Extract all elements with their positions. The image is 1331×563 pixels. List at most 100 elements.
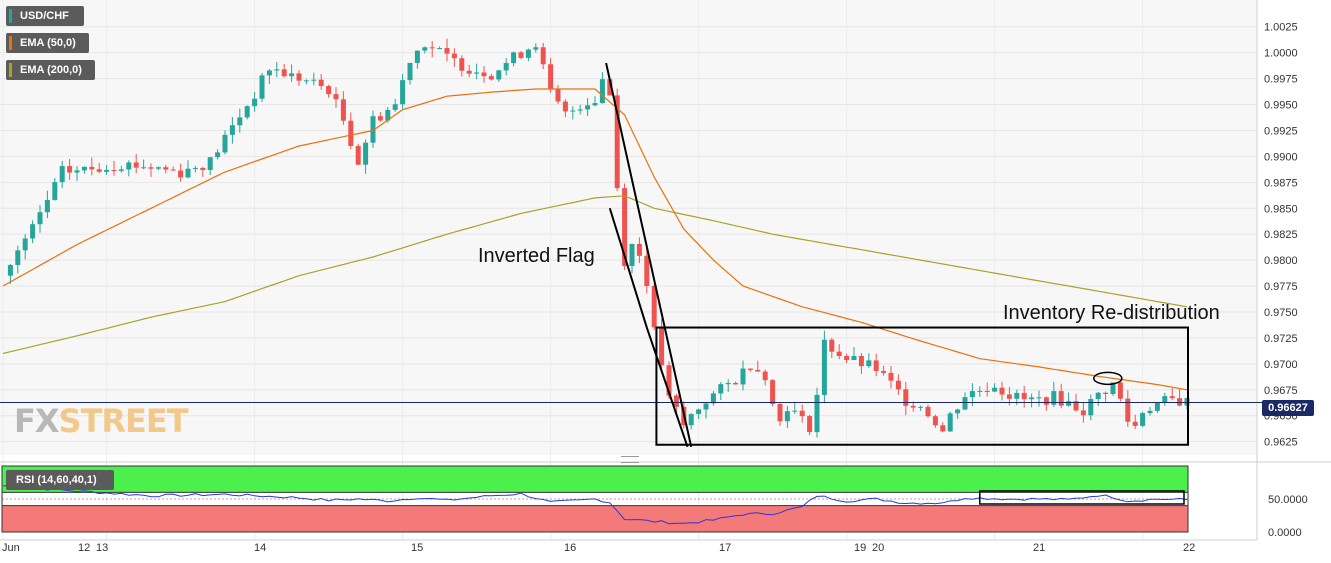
candle-body — [148, 167, 154, 169]
candle-body — [340, 99, 346, 121]
y-tick-label: 0.9825 — [1264, 229, 1298, 241]
candle-body — [244, 106, 250, 118]
candle-body — [1073, 401, 1079, 411]
candle-body — [303, 80, 309, 82]
candle-body — [15, 250, 21, 265]
candle-body — [903, 389, 909, 406]
candle-body — [1043, 397, 1049, 405]
candle-body — [466, 70, 472, 74]
candle-body — [104, 169, 110, 172]
candle-body — [673, 395, 679, 407]
candle-body — [355, 145, 361, 165]
candle-body — [895, 380, 901, 390]
x-tick-label: Jun — [2, 542, 20, 554]
candle-body — [636, 243, 642, 256]
candle-body — [866, 360, 872, 367]
flag-line-upper — [605, 62, 693, 448]
candle-body — [792, 410, 798, 412]
candle-body — [777, 403, 783, 422]
candle-body — [178, 170, 184, 178]
candle-body — [688, 414, 694, 426]
candle-body — [1154, 402, 1160, 411]
y-tick-label: 1.0025 — [1264, 22, 1298, 34]
candle-body — [1125, 398, 1131, 422]
candle-body — [1162, 396, 1168, 403]
candle-body — [81, 166, 87, 171]
candle-body — [829, 339, 835, 352]
x-tick-label: 12 — [78, 542, 90, 554]
candle-body — [962, 397, 968, 410]
candle-body — [192, 167, 198, 169]
candle-body — [873, 360, 879, 371]
candle-body — [488, 76, 494, 80]
x-tick-label: 14 — [254, 542, 266, 554]
candle-body — [518, 52, 524, 58]
legend-ema50: EMA (50,0) — [6, 33, 89, 53]
candle-body — [407, 62, 413, 81]
legend-symbol-label: USD/CHF — [20, 10, 69, 22]
candle-body — [111, 169, 117, 171]
candle-body — [118, 169, 124, 171]
candle-body — [1095, 392, 1101, 399]
rsi-tick-label: 0.0000 — [1268, 527, 1302, 539]
y-tick-label: 0.9750 — [1264, 307, 1298, 319]
candle-body — [1169, 396, 1175, 399]
candle-body — [844, 356, 850, 361]
ema50-line — [2, 88, 1188, 391]
candle-body — [259, 75, 265, 99]
candle-body — [910, 405, 916, 408]
legend-rsi: RSI (14,60,40,1) — [6, 470, 114, 490]
x-tick-label: 22 — [1183, 542, 1195, 554]
candle-body — [925, 406, 931, 417]
candle-body — [222, 134, 228, 153]
candle-body — [814, 394, 820, 433]
candle-body — [525, 49, 531, 58]
candle-body — [555, 89, 561, 102]
candle-body — [451, 53, 457, 59]
candle-body — [955, 409, 961, 414]
legend-symbol: USD/CHF — [6, 6, 84, 26]
legend-ema200: EMA (200,0) — [6, 60, 95, 80]
candle-body — [836, 351, 842, 357]
candle-body — [274, 69, 280, 71]
candle-body — [215, 152, 221, 158]
current-price-badge: 0.96627 — [1262, 400, 1314, 416]
candle-body — [503, 63, 509, 71]
candle-body — [881, 370, 887, 373]
candle-body — [1147, 410, 1153, 414]
y-tick-label: 0.9700 — [1264, 359, 1298, 371]
pane-resize-handle[interactable] — [621, 456, 639, 463]
x-tick-label: 16 — [564, 542, 576, 554]
candle-body — [1066, 401, 1072, 406]
candle-body — [718, 384, 724, 394]
candle-body — [400, 80, 406, 105]
candle-body — [932, 416, 938, 426]
candle-body — [969, 391, 975, 398]
candle-body — [629, 243, 635, 266]
y-tick-label: 0.9950 — [1264, 100, 1298, 112]
ema200-swatch — [9, 63, 12, 77]
candle-body — [888, 372, 894, 381]
candle-body — [392, 104, 398, 110]
y-tick-label: 0.9900 — [1264, 151, 1298, 163]
candle-body — [1117, 382, 1123, 399]
candle-body — [733, 382, 739, 385]
candle-body — [170, 169, 176, 171]
candle-body — [807, 416, 813, 433]
ema50-swatch — [9, 36, 12, 50]
x-tick-label: 17 — [719, 542, 731, 554]
candle-body — [940, 425, 946, 432]
candle-body — [289, 73, 295, 77]
candle-body — [696, 409, 702, 415]
fxstreet-watermark: FXSTREET — [14, 402, 189, 440]
candle-body — [377, 116, 383, 121]
candle-body — [444, 48, 450, 54]
rsi-range-box — [979, 490, 1185, 505]
candle-body — [999, 387, 1005, 395]
range-box — [655, 326, 1189, 446]
candle-body — [481, 72, 487, 77]
candle-body — [762, 371, 768, 381]
candle-body — [614, 95, 620, 189]
candle-body — [30, 224, 36, 239]
